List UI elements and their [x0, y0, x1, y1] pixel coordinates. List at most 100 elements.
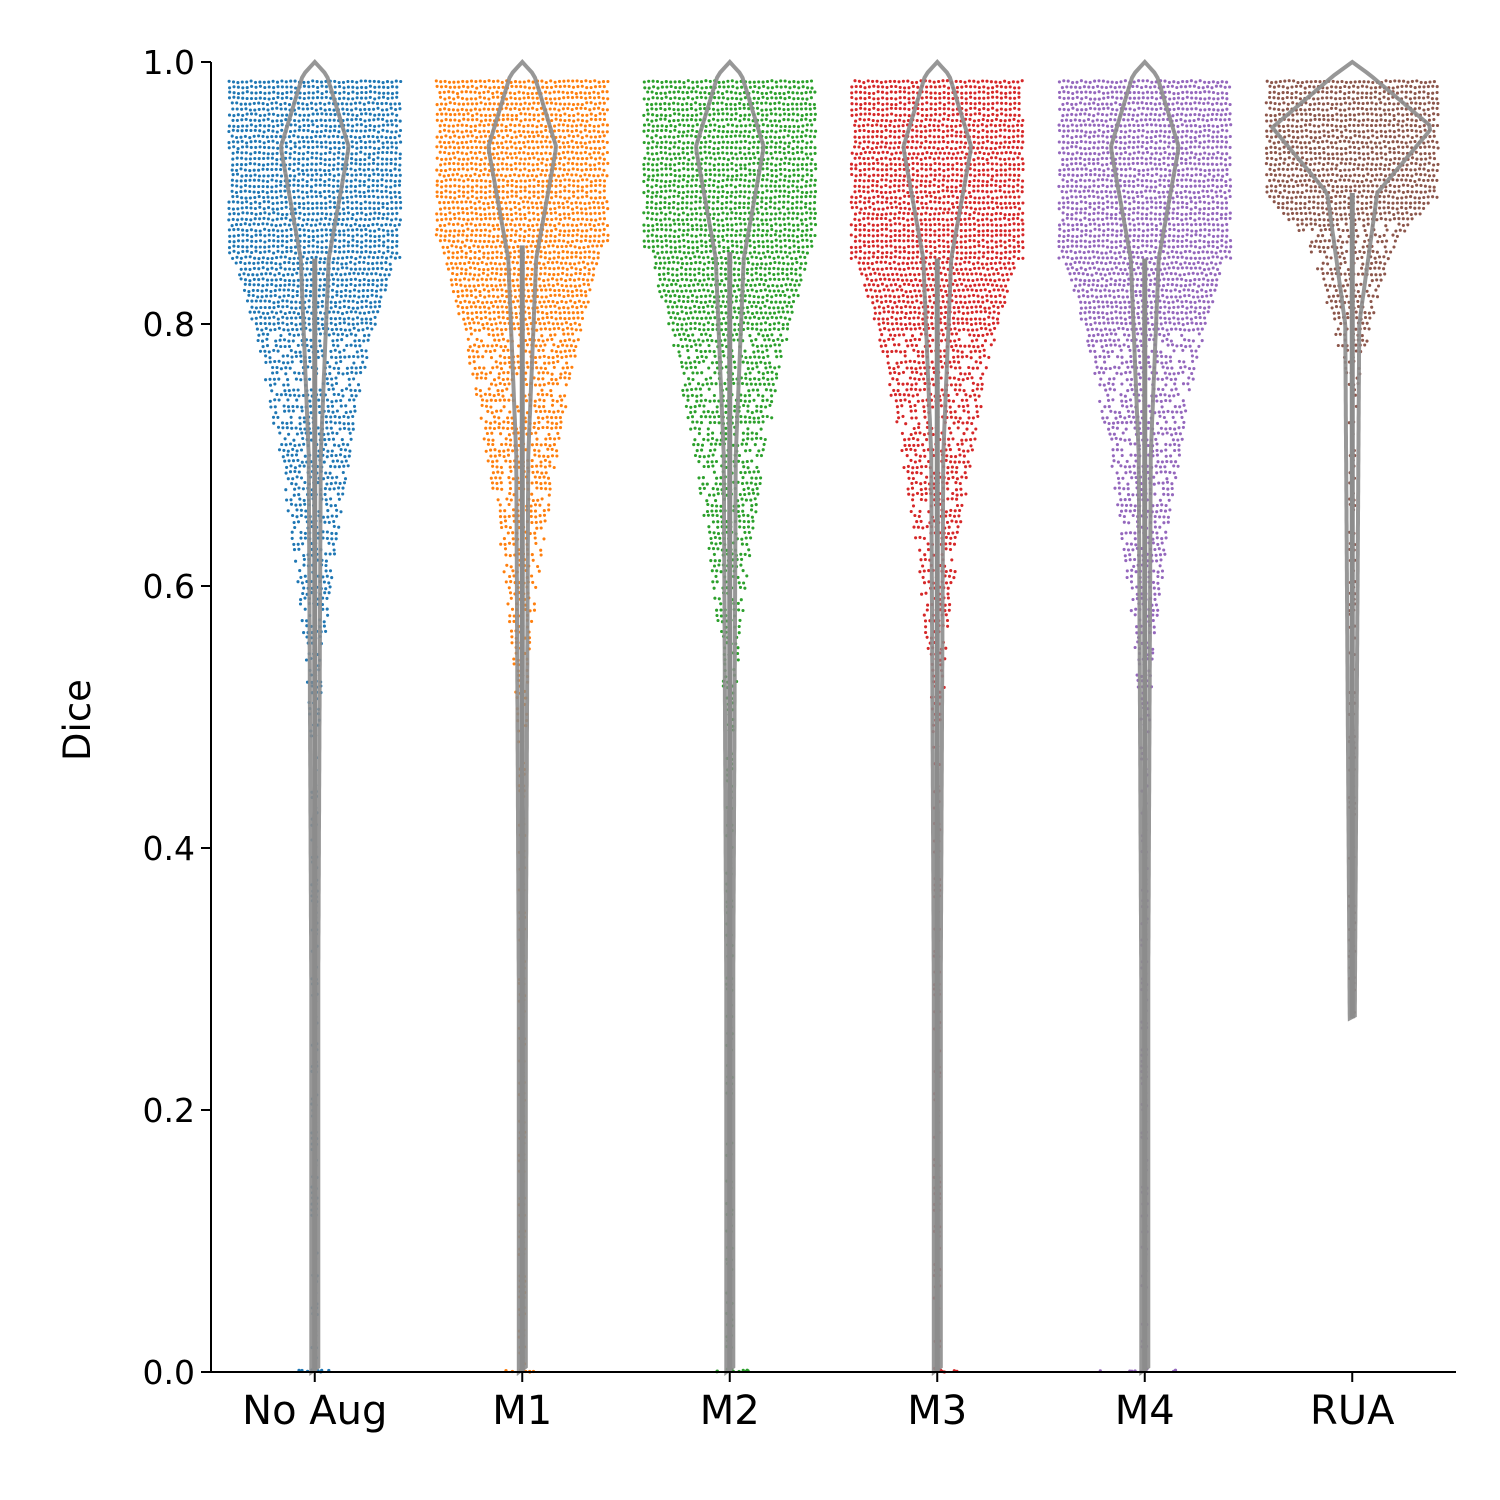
swarm-point: [236, 233, 241, 237]
swarm-point: [253, 108, 257, 112]
swarm-point: [390, 240, 395, 244]
swarm-point: [546, 476, 551, 480]
swarm-point: [435, 179, 439, 183]
swarm-point: [327, 135, 331, 139]
swarm-point: [323, 196, 327, 200]
swarm-point: [508, 487, 513, 491]
swarm-point: [530, 249, 534, 254]
swarm-point: [527, 162, 531, 166]
swarm-point: [496, 498, 500, 502]
swarm-point: [272, 211, 276, 215]
swarm-point: [452, 240, 456, 244]
swarm-point: [481, 283, 485, 287]
swarm-point: [499, 361, 503, 365]
swarm-point: [459, 272, 463, 276]
swarm-point: [488, 426, 492, 430]
swarm-point: [478, 293, 482, 298]
swarm-point: [367, 267, 371, 271]
swarm-point: [583, 106, 587, 111]
swarm-point: [320, 112, 324, 116]
swarm-point: [259, 321, 263, 326]
swarm-point: [455, 172, 459, 176]
swarm-point: [501, 337, 506, 341]
swarm-point: [302, 113, 306, 117]
swarm-point: [371, 183, 375, 188]
swarm-point: [324, 233, 329, 237]
swarm-point: [381, 145, 385, 149]
swarm-point: [305, 179, 309, 184]
swarm-point: [353, 409, 357, 413]
swarm-point: [235, 156, 239, 160]
swarm-point: [276, 317, 280, 321]
swarm-point: [565, 267, 569, 271]
swarm-point: [265, 167, 269, 171]
swarm-point: [451, 108, 455, 112]
swarm-point: [362, 102, 366, 106]
swarm-point: [584, 207, 588, 211]
swarm-point: [567, 212, 571, 216]
swarm-point: [362, 179, 366, 184]
swarm-point: [231, 195, 235, 199]
swarm-point: [347, 454, 351, 458]
swarm-point: [386, 146, 390, 150]
swarm-point: [490, 284, 494, 288]
swarm-point: [348, 289, 352, 293]
swarm-point: [332, 548, 336, 552]
swarm-point: [504, 580, 508, 584]
swarm-point: [293, 371, 297, 375]
swarm-point: [384, 101, 388, 105]
swarm-point: [293, 123, 297, 127]
swarm-point: [362, 334, 367, 338]
swarm-point: [505, 497, 509, 501]
swarm-point: [299, 354, 303, 358]
swarm-point: [279, 135, 283, 139]
swarm-point: [438, 224, 442, 228]
swarm-point: [498, 244, 502, 248]
swarm-point: [589, 112, 593, 116]
swarm-point: [476, 245, 480, 249]
swarm-point: [370, 288, 374, 292]
swarm-point: [318, 267, 322, 271]
swarm-point: [358, 136, 362, 140]
swarm-point: [388, 223, 393, 227]
swarm-point: [575, 151, 579, 155]
swarm-point: [354, 117, 358, 121]
swarm-point: [486, 256, 490, 260]
swarm-point: [570, 90, 574, 94]
swarm-point: [453, 101, 457, 106]
swarm-point: [602, 211, 606, 215]
swarm-point: [594, 218, 598, 222]
swarm-point: [510, 118, 514, 122]
swarm-point: [345, 266, 349, 270]
swarm-point: [497, 227, 501, 231]
swarm-point: [492, 426, 497, 431]
swarm-point: [522, 235, 526, 239]
swarm-point: [373, 90, 377, 94]
swarm-point: [576, 85, 580, 89]
swarm-point: [554, 350, 558, 354]
swarm-point: [469, 326, 473, 330]
swarm-point: [296, 520, 301, 524]
swarm-point: [514, 190, 518, 194]
swarm-point: [287, 339, 291, 343]
swarm-point: [562, 294, 566, 299]
swarm-point: [483, 228, 488, 232]
swarm-point: [502, 454, 506, 459]
swarm-point: [384, 135, 388, 140]
swarm-point: [302, 631, 306, 635]
swarm-point: [351, 306, 355, 310]
swarm-point: [472, 301, 476, 305]
swarm-point: [310, 218, 314, 222]
swarm-point: [293, 79, 297, 83]
swarm-point: [305, 257, 309, 261]
swarm-point: [544, 240, 548, 244]
swarm-point: [248, 283, 252, 287]
swarm-point: [585, 113, 589, 117]
swarm-point: [390, 96, 394, 100]
swarm-point: [351, 422, 355, 426]
swarm-point: [497, 85, 501, 90]
swarm-point: [227, 113, 232, 117]
swarm-point: [547, 503, 551, 507]
swarm-point: [541, 416, 545, 420]
swarm-point: [486, 442, 490, 446]
